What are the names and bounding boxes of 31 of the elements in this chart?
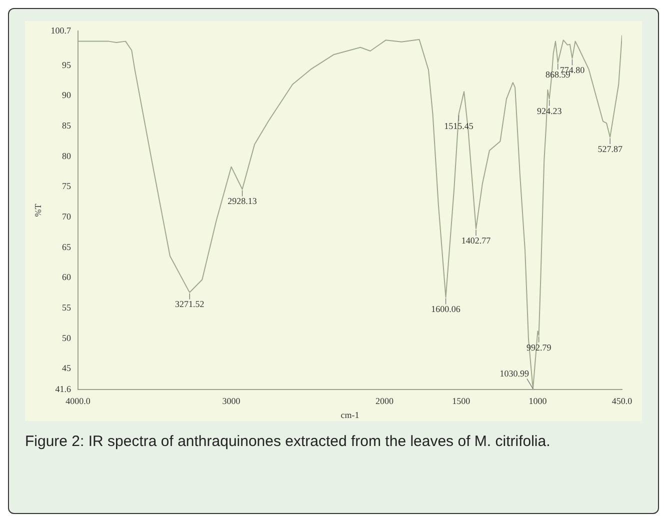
x-tick-label: 1000 [528,396,548,406]
y-tick-label: 85 [62,120,72,131]
annotation: 1515.45 [444,120,474,131]
y-tick-label: 50 [62,332,72,343]
y-tick-label: 100.7 [50,25,72,36]
x-axis-title: cm-1 [340,410,360,420]
annotation: 992.79 [526,342,552,352]
y-axis-title: %T [32,203,43,217]
x-tick-label: 3000 [222,396,241,406]
annotation: 2928.13 [228,196,258,206]
y-tick-label: 80 [62,150,72,161]
y-tick-label: 70 [62,212,72,222]
x-tick-label: 4000.0 [66,396,91,406]
x-tick-label: 1500 [452,396,471,406]
annotation: 1600.06 [431,304,461,314]
y-tick-label: 65 [62,242,72,252]
annotation: 527.87 [598,144,623,154]
y-tick-label: 90 [62,90,72,100]
annotation: 924.23 [536,106,562,116]
x-tick-label: 450.0 [612,396,633,406]
caption: Figure 2: IR spectra of anthraquinones extracted from the leaves of M. citrifolia. [25,432,552,452]
annotation: 1030.99 [500,368,530,379]
y-tick-label: 95 [62,60,72,70]
y-tick-label: 60 [62,272,72,282]
y-tick-label: 55 [62,302,72,312]
y-tick-label: 41.6 [55,384,72,394]
x-tick-label: 2000 [376,396,394,406]
annotation: 3271.52 [175,299,204,310]
y-tick-label: 75 [62,181,72,192]
y-tick-label: 45 [62,363,72,374]
annotation: 1402.77 [461,236,492,246]
